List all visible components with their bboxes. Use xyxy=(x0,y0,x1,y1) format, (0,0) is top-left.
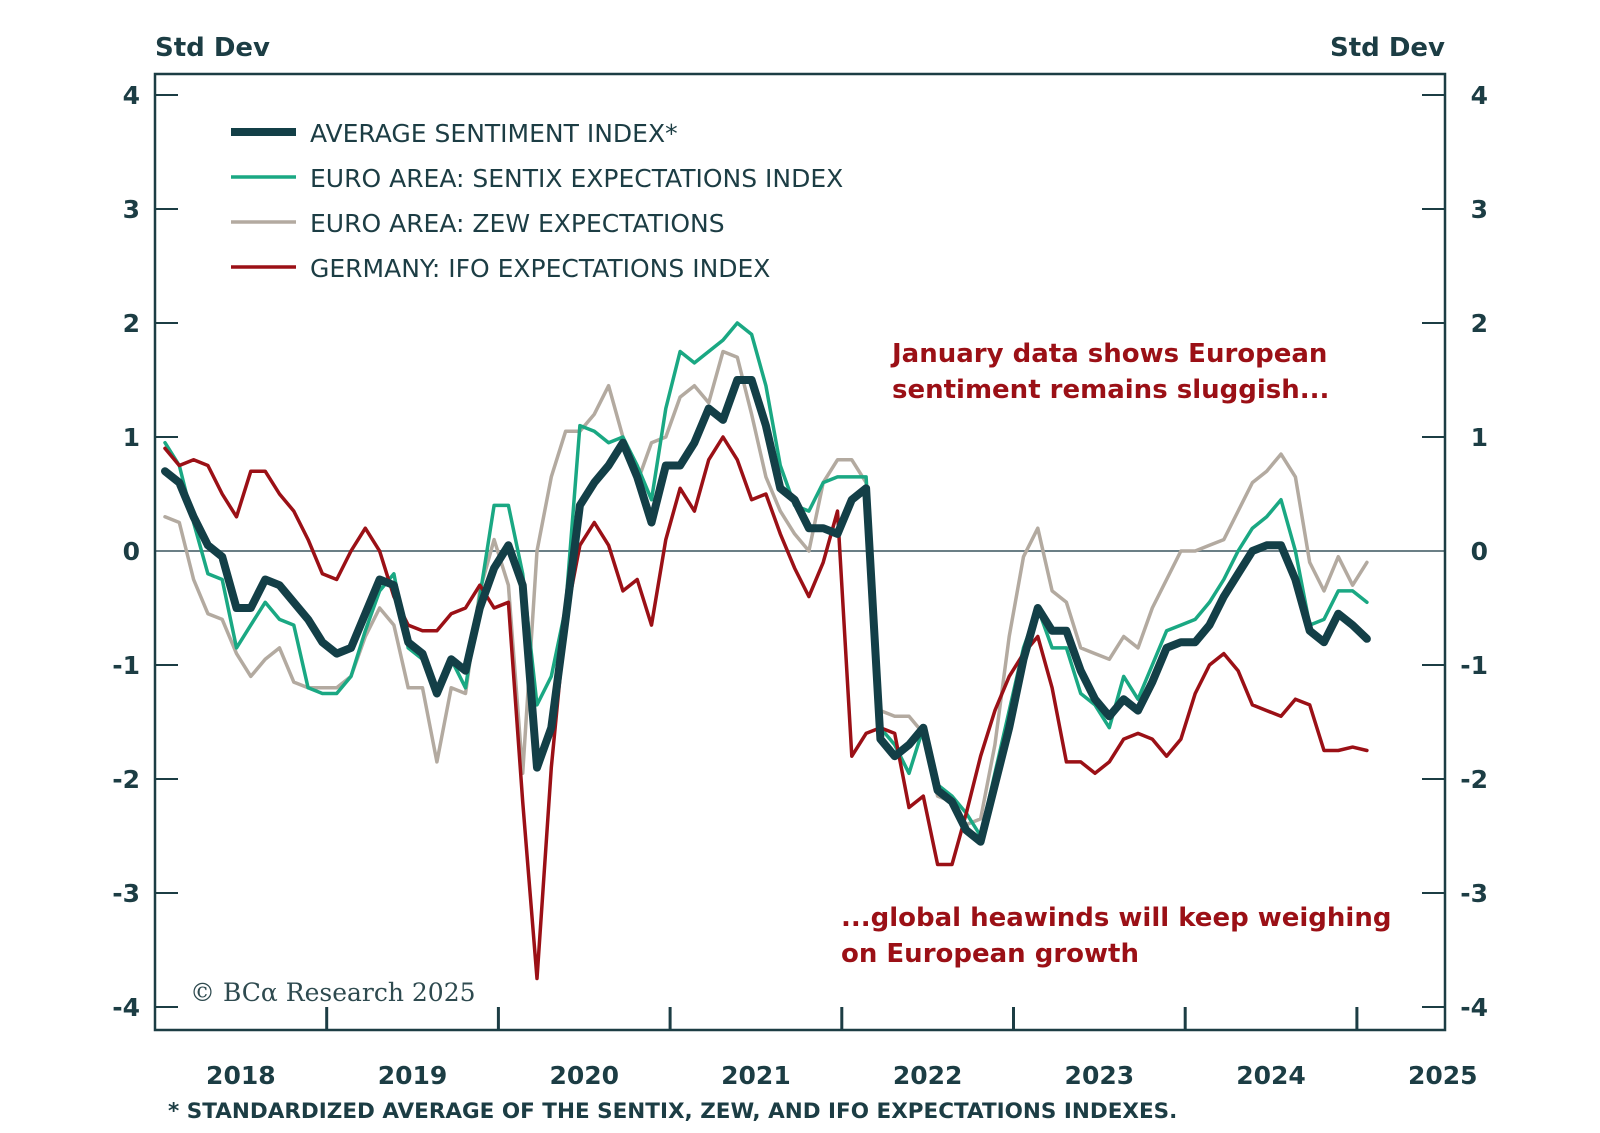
legend: AVERAGE SENTIMENT INDEX* EURO AREA: SENTI… xyxy=(231,119,843,283)
series-line-euro-area-sentix-expectations-index xyxy=(163,321,1369,838)
x-tick-label: 2018 xyxy=(206,1061,276,1090)
y-tick-label-right: -2 xyxy=(1460,765,1488,794)
annotation-text: sentiment remains sluggish... xyxy=(892,375,1329,405)
y-tick-label-left: 1 xyxy=(123,423,140,452)
y-tick-label-right: -1 xyxy=(1460,651,1488,680)
y-tick-label-left: 4 xyxy=(123,81,140,110)
legend-label: EURO AREA: SENTIX EXPECTATIONS INDEX xyxy=(310,164,843,193)
x-tick-label: 2019 xyxy=(378,1061,448,1090)
y-tick-label-left: 2 xyxy=(123,309,140,338)
series-line-germany-ifo-expectations-index xyxy=(163,435,1369,981)
y-tick-label-right: -3 xyxy=(1460,879,1488,908)
copyright-credit: © BCα Research 2025 xyxy=(190,978,476,1007)
x-tick-label: 2024 xyxy=(1236,1061,1306,1090)
footnote: * STANDARDIZED AVERAGE OF THE SENTIX, ZE… xyxy=(168,1099,1177,1124)
y-axis-label-right: Std Dev xyxy=(1330,33,1445,63)
y-tick-label-right: 2 xyxy=(1471,309,1488,338)
x-tick-label: 2022 xyxy=(893,1061,963,1090)
x-tick-label: 2021 xyxy=(721,1061,791,1090)
annotations: January data shows European sentiment rem… xyxy=(841,339,1391,969)
y-tick-label-right: -4 xyxy=(1460,993,1488,1022)
x-tick-label: 2023 xyxy=(1065,1061,1135,1090)
y-ticks-right: 4 3 2 1 0 -1 -2 -3 -4 xyxy=(1422,81,1488,1022)
series-layer xyxy=(161,321,1371,981)
x-ticks: 2018 2019 2020 2021 2022 2023 2024 2025 xyxy=(206,1007,1478,1090)
y-axis-label-left: Std Dev xyxy=(155,33,270,63)
annotation-text: January data shows European xyxy=(890,339,1327,369)
y-tick-label-left: -3 xyxy=(112,879,140,908)
annotation-text: ...global heawinds will keep weighing xyxy=(841,903,1391,933)
legend-label: GERMANY: IFO EXPECTATIONS INDEX xyxy=(310,254,770,283)
series-line-average-sentiment-index xyxy=(161,376,1371,846)
annotation-text: on European growth xyxy=(841,939,1139,969)
y-tick-label-left: -2 xyxy=(112,765,140,794)
legend-label: AVERAGE SENTIMENT INDEX* xyxy=(310,119,678,148)
y-tick-label-right: 0 xyxy=(1471,537,1488,566)
y-tick-label-right: 1 xyxy=(1471,423,1488,452)
y-tick-label-right: 3 xyxy=(1471,195,1488,224)
y-tick-label-left: 0 xyxy=(123,537,140,566)
x-tick-label: 2020 xyxy=(549,1061,619,1090)
y-ticks-left: 4 3 2 1 0 -1 -2 -3 -4 xyxy=(112,81,178,1022)
y-tick-label-left: -1 xyxy=(112,651,140,680)
plot-frame xyxy=(153,72,1447,1032)
x-tick-label: 2025 xyxy=(1408,1061,1478,1090)
y-tick-label-left: -4 xyxy=(112,993,140,1022)
y-tick-label-right: 4 xyxy=(1471,81,1488,110)
y-tick-label-left: 3 xyxy=(123,195,140,224)
legend-label: EURO AREA: ZEW EXPECTATIONS xyxy=(310,209,725,238)
